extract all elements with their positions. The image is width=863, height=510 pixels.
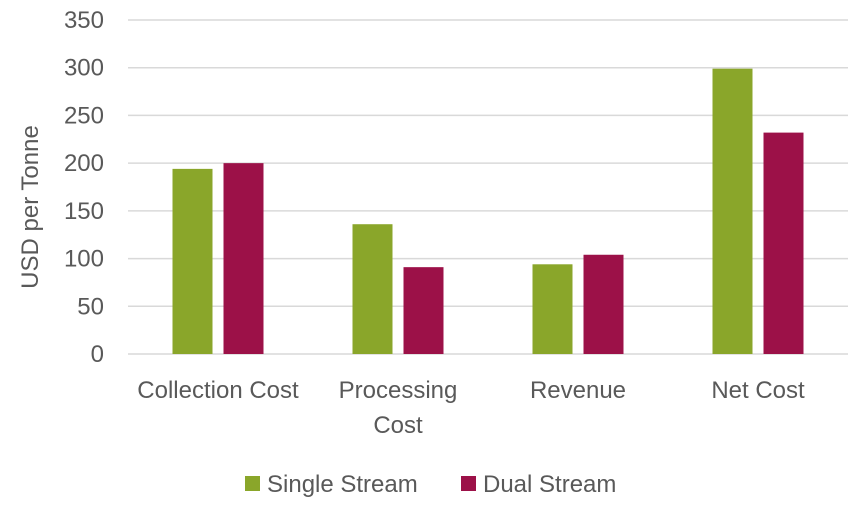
bar-single-stream	[172, 168, 213, 354]
y-tick-label: 300	[64, 55, 104, 82]
bar-dual-stream	[403, 267, 444, 354]
bar-single-stream	[352, 224, 393, 354]
legend-swatch	[461, 476, 476, 491]
legend-swatch	[245, 476, 260, 491]
bar-dual-stream	[223, 163, 264, 354]
legend: Single Stream Dual Stream	[245, 471, 616, 498]
y-tick-label: 350	[64, 7, 104, 34]
legend-label: Single Stream	[267, 471, 418, 498]
legend-label: Dual Stream	[483, 471, 616, 498]
bar-dual-stream	[763, 132, 804, 354]
bar-dual-stream	[583, 254, 624, 354]
y-tick-label: 150	[64, 198, 104, 225]
y-axis-ticks: 0 50 100 150 200 250 300 350	[64, 7, 104, 368]
y-tick-label: 0	[91, 341, 104, 368]
bars	[172, 68, 804, 354]
y-tick-label: 50	[77, 293, 104, 320]
x-axis-categories: Collection Cost Processing Cost Revenue Net …	[137, 377, 805, 439]
y-axis-title: USD per Tonne	[17, 125, 44, 289]
y-tick-label: 200	[64, 150, 104, 177]
x-category-label: Net Cost	[711, 377, 805, 404]
x-category-label: Processing Cost	[339, 377, 458, 439]
y-tick-label: 250	[64, 102, 104, 129]
y-tick-label: 100	[64, 246, 104, 273]
bar-single-stream	[532, 264, 573, 354]
bar-single-stream	[712, 68, 753, 354]
x-category-label: Collection Cost	[137, 377, 299, 404]
x-category-label: Revenue	[530, 377, 626, 404]
